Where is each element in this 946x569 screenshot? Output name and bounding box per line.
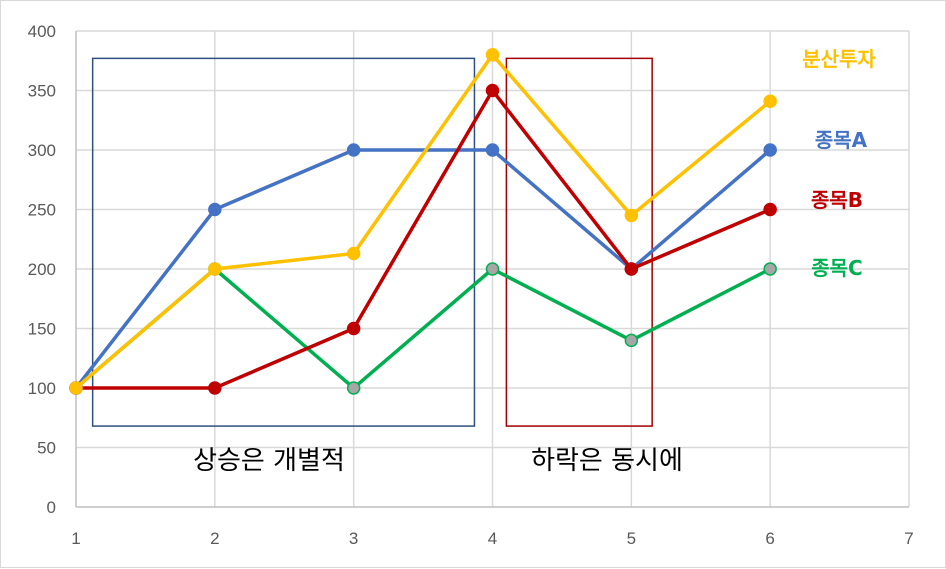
x-tick-label: 2 xyxy=(210,529,219,548)
y-tick-label: 200 xyxy=(28,260,56,279)
data-point xyxy=(346,381,361,395)
annotation-label: 하락은 동시에 xyxy=(531,446,683,476)
x-tick-label: 6 xyxy=(765,529,774,548)
data-point xyxy=(69,381,83,395)
data-point xyxy=(485,48,500,62)
y-tick-label: 100 xyxy=(28,379,56,398)
series-label: 종목C xyxy=(811,256,862,280)
annotation-label: 상승은 개별적 xyxy=(193,446,345,476)
data-point xyxy=(624,208,639,223)
x-tick-label: 7 xyxy=(904,529,913,548)
data-point xyxy=(346,246,361,261)
x-tick-label: 4 xyxy=(488,529,497,548)
data-point xyxy=(763,143,777,157)
data-point xyxy=(485,83,500,98)
series-label: 분산투자 xyxy=(802,47,876,71)
series-label: 종목A xyxy=(815,128,868,152)
annotation-box xyxy=(505,57,653,427)
data-point xyxy=(346,143,361,157)
data-point xyxy=(208,381,222,395)
y-tick-label: 50 xyxy=(37,439,56,458)
x-tick-label: 1 xyxy=(71,529,80,548)
y-tick-label: 400 xyxy=(28,22,56,41)
data-point xyxy=(208,262,222,276)
x-tick-label: 3 xyxy=(349,529,358,548)
annotation-box xyxy=(91,57,476,427)
x-tick-label: 5 xyxy=(627,529,636,548)
series-line xyxy=(74,148,772,390)
data-point xyxy=(763,262,777,276)
data-point xyxy=(763,202,777,217)
data-point xyxy=(485,262,500,276)
y-tick-label: 350 xyxy=(28,82,56,101)
y-tick-label: 0 xyxy=(47,498,56,517)
y-tick-label: 150 xyxy=(28,320,56,339)
series-line xyxy=(76,88,771,390)
data-point xyxy=(346,321,361,336)
data-point xyxy=(763,94,777,108)
data-point xyxy=(624,262,639,276)
y-tick-label: 250 xyxy=(28,201,56,220)
data-point xyxy=(485,143,500,157)
series-label: 종목B xyxy=(811,188,863,212)
data-point xyxy=(208,202,222,217)
data-point xyxy=(624,333,639,348)
series-line xyxy=(74,53,772,390)
y-tick-label: 300 xyxy=(28,141,56,160)
